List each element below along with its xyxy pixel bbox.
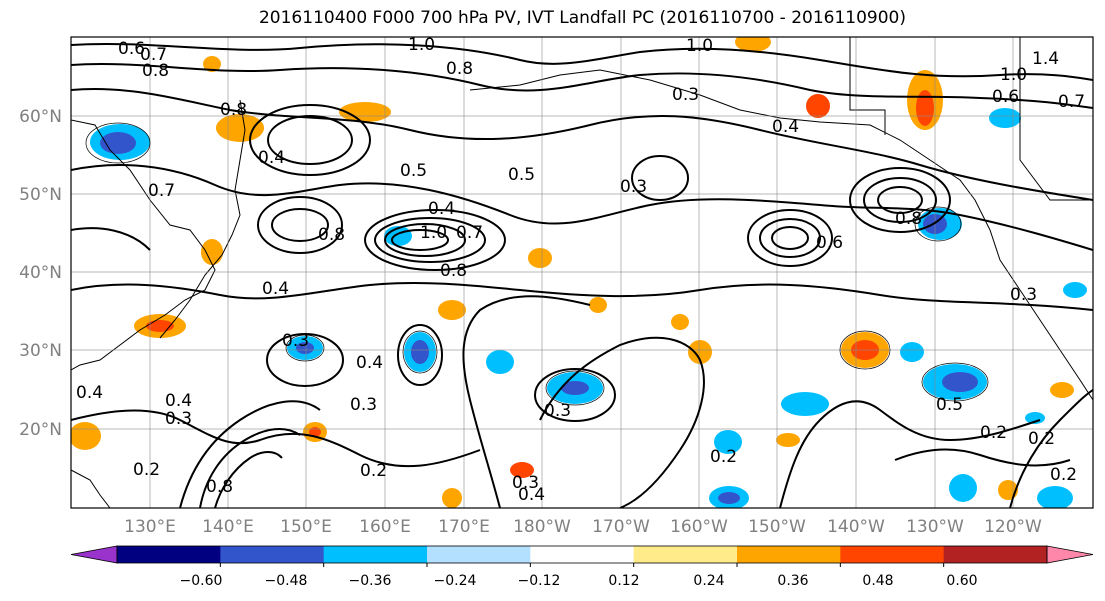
contour-label: 0.3: [544, 401, 571, 421]
lat-label-30n: 30°N: [19, 341, 62, 361]
lat-label-20n: 20°N: [19, 420, 62, 440]
lon-label: 160°W: [670, 517, 728, 537]
contour-label: 0.7: [148, 181, 175, 201]
colorbar-extend-high: [1046, 545, 1094, 564]
colorbar-ticks: [219, 563, 945, 567]
contour-label: 0.5: [400, 161, 427, 181]
colorbar-segment: [323, 546, 428, 563]
lon-label: 170°E: [438, 517, 490, 537]
colorbar-segment: [117, 546, 221, 563]
lon-label: 180°W: [513, 517, 571, 537]
contour-label: 0.8: [446, 59, 473, 79]
colorbar-tick-label: −0.12: [518, 573, 561, 589]
contour-label: 0.5: [508, 165, 535, 185]
colorbar-segment: [427, 546, 531, 563]
contour-labels: 0.6 0.7 0.8 1.0 0.8 1.0 1.4 1.0 0.6 0.7 …: [76, 35, 1085, 505]
contour-label: 0.4: [772, 117, 799, 137]
plot-frame: [70, 36, 1094, 509]
lon-label: 150°E: [280, 517, 332, 537]
colorbar-extend-low: [70, 545, 118, 564]
contour-label: 1.0: [408, 35, 435, 55]
contour-label: 0.5: [936, 395, 963, 415]
lon-label: 160°E: [359, 517, 411, 537]
contour-label: 0.4: [428, 199, 455, 219]
colorbar-segment: [737, 546, 841, 563]
contour-label: 0.4: [518, 485, 545, 505]
colorbar-segment: [943, 546, 1048, 563]
contour-label: 0.4: [76, 383, 103, 403]
map-title: 2016110400 F000 700 hPa PV, IVT Landfall…: [258, 8, 906, 28]
lat-label-40n: 40°N: [19, 263, 62, 283]
contour-label: 0.3: [672, 85, 699, 105]
contour-label: 0.8: [220, 100, 247, 120]
contour-label: 0.7: [1058, 92, 1085, 112]
colorbar-segment: [840, 546, 945, 563]
contour-label: 0.3: [165, 409, 192, 429]
colorbar-tick-label: 0.60: [946, 573, 977, 589]
longitude-labels: 130°E 140°E 150°E 160°E 170°E 180°W 170°…: [124, 517, 1042, 537]
colorbar: −0.60 −0.48 −0.36 −0.24 −0.12 0.12 0.24 …: [70, 545, 1094, 589]
contour-label: 0.3: [620, 177, 647, 197]
contour-label: 0.2: [360, 461, 387, 481]
contour-label: 0.6: [118, 39, 145, 59]
lon-label: 120°W: [984, 517, 1042, 537]
contour-label: 1.0: [420, 223, 447, 243]
contour-label: 0.2: [710, 447, 737, 467]
pv-thin-contours: [85, 122, 989, 406]
contour-label: 0.2: [1050, 465, 1077, 485]
colorbar-tick-label: −0.48: [265, 573, 308, 589]
colorbar-segment: [530, 546, 635, 563]
contour-label: 0.4: [165, 391, 192, 411]
lon-label: 130°E: [124, 517, 176, 537]
contour-label: 1.0: [686, 36, 713, 56]
contour-label: 0.2: [1028, 429, 1055, 449]
contour-label: 0.2: [980, 423, 1007, 443]
lat-label-60n: 60°N: [19, 107, 62, 127]
colorbar-segments: [70, 545, 1094, 564]
contour-label: 0.3: [282, 331, 309, 351]
contour-label: 0.3: [512, 473, 539, 493]
pv-closed-contours: [249, 104, 951, 422]
contour-label: 0.6: [992, 87, 1019, 107]
coastlines: [71, 37, 1093, 508]
colorbar-tick-label: −0.60: [180, 573, 223, 589]
colorbar-tick-label: −0.36: [349, 573, 392, 589]
lon-label: 150°W: [748, 517, 806, 537]
lon-label: 140°W: [827, 517, 885, 537]
contour-label: 0.4: [258, 148, 285, 168]
contour-label: 0.6: [816, 233, 843, 253]
latitude-labels: 60°N 50°N 40°N 30°N 20°N: [19, 107, 62, 440]
contour-label: 0.2: [133, 460, 160, 480]
contour-label: 1.4: [1032, 49, 1059, 69]
contour-label: 0.3: [1010, 285, 1037, 305]
colorbar-outline: [116, 545, 1048, 564]
contour-label: 0.3: [350, 395, 377, 415]
contour-label: 0.7: [140, 45, 167, 65]
colorbar-tick-label: 0.36: [777, 573, 808, 589]
contour-label: 0.8: [318, 225, 345, 245]
colorbar-segment: [633, 546, 738, 563]
contour-label: 0.4: [356, 353, 383, 373]
contour-label: 0.8: [895, 209, 922, 229]
contour-label: 0.4: [262, 279, 289, 299]
lon-label: 170°W: [592, 517, 650, 537]
colorbar-tick-labels: −0.60 −0.48 −0.36 −0.24 −0.12 0.12 0.24 …: [180, 573, 978, 589]
lon-label: 130°W: [906, 517, 964, 537]
contour-label: 0.8: [142, 61, 169, 81]
colorbar-tick-label: 0.48: [862, 573, 893, 589]
colorbar-tick-label: 0.12: [608, 573, 639, 589]
colorbar-segment: [220, 546, 325, 563]
contour-label: 0.8: [440, 261, 467, 281]
lat-label-50n: 50°N: [19, 185, 62, 205]
pv-contours: [71, 42, 1093, 508]
lon-label: 140°E: [202, 517, 254, 537]
contour-label: 0.7: [456, 223, 483, 243]
contour-label: 1.0: [1000, 65, 1027, 85]
colorbar-tick-label: 0.24: [693, 573, 724, 589]
plot-area: 0.6 0.7 0.8 1.0 0.8 1.0 1.4 1.0 0.6 0.7 …: [71, 35, 1093, 508]
shaded-anomalies: [71, 37, 1087, 508]
colorbar-tick-label: −0.24: [434, 573, 477, 589]
contour-label: 0.8: [206, 477, 233, 497]
